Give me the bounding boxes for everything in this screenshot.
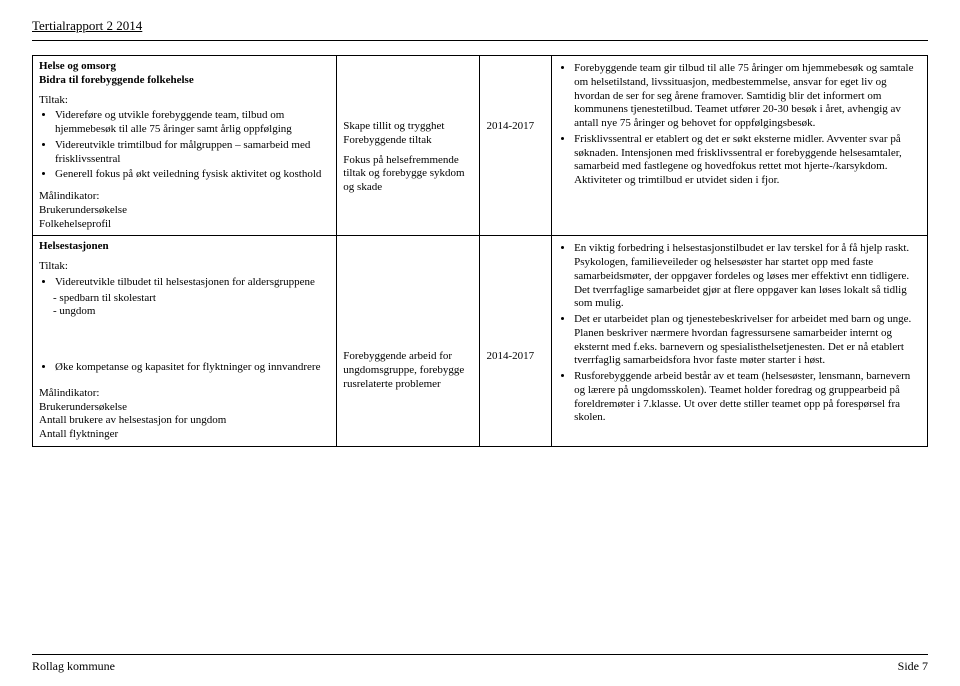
tiltak-label: Tiltak: xyxy=(39,260,330,274)
footer-right: Side 7 xyxy=(898,659,928,674)
tiltak-list: Øke kompetanse og kapasitet for flyktnin… xyxy=(39,361,330,375)
cell-mid1: Skape tillit og trygghet Forebyggende ti… xyxy=(337,56,480,236)
result-list: Forebyggende team gir tilbud til alle 75… xyxy=(558,62,921,188)
table-row: Helsestasjonen Tiltak: Videreutvikle til… xyxy=(33,236,928,447)
malindikator-item: Antall flyktninger xyxy=(39,428,330,442)
malindikator-item: Antall brukere av helsestasjon for ungdo… xyxy=(39,414,330,428)
cell-left: Helsestasjonen Tiltak: Videreutvikle til… xyxy=(33,236,337,447)
list-item: Videreutvikle trimtilbud for målgruppen … xyxy=(55,139,330,167)
list-item: Forebyggende team gir tilbud til alle 75… xyxy=(574,62,921,131)
section-subheading: Bidra til forebyggende folkehelse xyxy=(39,74,330,88)
cell-left: Helse og omsorg Bidra til forebyggende f… xyxy=(33,56,337,236)
malindikator-label: Målindikator: xyxy=(39,387,330,401)
cell-right: Forebyggende team gir tilbud til alle 75… xyxy=(552,56,928,236)
tiltak-list: Videreutvikle tilbudet til helsestasjone… xyxy=(39,276,330,290)
list-item: Frisklivssentral er etablert og det er s… xyxy=(574,133,921,188)
content-table: Helse og omsorg Bidra til forebyggende f… xyxy=(32,55,928,447)
list-item: Det er utarbeidet plan og tjenestebeskri… xyxy=(574,313,921,368)
section-heading: Helse og omsorg xyxy=(39,60,330,74)
list-item: Rusforebyggende arbeid består av et team… xyxy=(574,370,921,425)
mid-text: Fokus på helsefremmende tiltak og foreby… xyxy=(343,154,473,195)
list-item: En viktig forbedring i helsestasjonstilb… xyxy=(574,242,921,311)
section-heading: Helsestasjonen xyxy=(39,240,330,254)
mid-text: Skape tillit og trygghet Forebyggende ti… xyxy=(343,120,473,148)
page-header-title: Tertialrapport 2 2014 xyxy=(32,18,928,34)
malindikator-item: Brukerundersøkelse xyxy=(39,204,330,218)
mid-text: Forebyggende arbeid for ungdomsgruppe, f… xyxy=(343,350,473,391)
sub-item: - spedbarn til skolestart xyxy=(39,292,330,306)
tiltak-list: Videreføre og utvikle forebyggende team,… xyxy=(39,109,330,182)
footer-left: Rollag kommune xyxy=(32,659,115,674)
footer-divider xyxy=(32,654,928,655)
result-list: En viktig forbedring i helsestasjonstilb… xyxy=(558,242,921,425)
malindikator-item: Brukerundersøkelse xyxy=(39,401,330,415)
cell-mid2: 2014-2017 xyxy=(480,56,552,236)
list-item: Generell fokus på økt veiledning fysisk … xyxy=(55,168,330,182)
cell-mid2: 2014-2017 xyxy=(480,236,552,447)
malindikator-label: Målindikator: xyxy=(39,190,330,204)
list-item: Videreføre og utvikle forebyggende team,… xyxy=(55,109,330,137)
cell-mid1: Forebyggende arbeid for ungdomsgruppe, f… xyxy=(337,236,480,447)
period-text: 2014-2017 xyxy=(486,350,545,364)
cell-right: En viktig forbedring i helsestasjonstilb… xyxy=(552,236,928,447)
malindikator-item: Folkehelseprofil xyxy=(39,218,330,232)
header-divider xyxy=(32,40,928,41)
page-footer: Rollag kommune Side 7 xyxy=(32,654,928,674)
period-text: 2014-2017 xyxy=(486,120,545,134)
tiltak-label: Tiltak: xyxy=(39,94,330,108)
list-item: Videreutvikle tilbudet til helsestasjone… xyxy=(55,276,330,290)
list-item: Øke kompetanse og kapasitet for flyktnin… xyxy=(55,361,330,375)
table-row: Helse og omsorg Bidra til forebyggende f… xyxy=(33,56,928,236)
sub-item: - ungdom xyxy=(39,305,330,319)
